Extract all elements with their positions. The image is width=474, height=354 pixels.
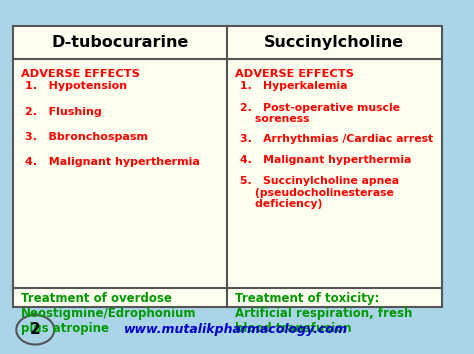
Text: www.mutalikpharmacology.com: www.mutalikpharmacology.com	[124, 323, 348, 336]
Text: 1.   Hypotension: 1. Hypotension	[25, 81, 128, 91]
Text: 3.   Bbronchospasm: 3. Bbronchospasm	[25, 132, 148, 142]
Text: 2.   Flushing: 2. Flushing	[25, 107, 102, 117]
Text: Treatment of toxicity:
Artificial respiration, fresh
blood transfusion: Treatment of toxicity: Artificial respir…	[235, 292, 413, 335]
Text: 4.   Malignant hyperthermia: 4. Malignant hyperthermia	[25, 157, 200, 167]
Text: Treatment of overdose
Neostigmine/Edrophonium
plus atropine: Treatment of overdose Neostigmine/Edroph…	[21, 292, 196, 335]
Text: ADVERSE EFFECTS: ADVERSE EFFECTS	[21, 69, 140, 79]
Text: 1.   Hyperkalemia: 1. Hyperkalemia	[240, 81, 347, 91]
Circle shape	[16, 315, 54, 344]
FancyBboxPatch shape	[13, 26, 442, 307]
Text: 2: 2	[30, 322, 41, 337]
Text: 5.   Succinylcholine apnea
    (pseudocholinesterase
    deficiency): 5. Succinylcholine apnea (pseudocholines…	[240, 176, 399, 210]
Text: D-tubocurarine: D-tubocurarine	[51, 35, 189, 50]
Text: 3.   Arrhythmias /Cardiac arrest: 3. Arrhythmias /Cardiac arrest	[240, 134, 433, 144]
Text: 2.   Post-operative muscle
    soreness: 2. Post-operative muscle soreness	[240, 103, 400, 124]
Text: 4.   Malignant hyperthermia: 4. Malignant hyperthermia	[240, 155, 411, 165]
Text: Succinylcholine: Succinylcholine	[264, 35, 404, 50]
Text: ADVERSE EFFECTS: ADVERSE EFFECTS	[235, 69, 354, 79]
